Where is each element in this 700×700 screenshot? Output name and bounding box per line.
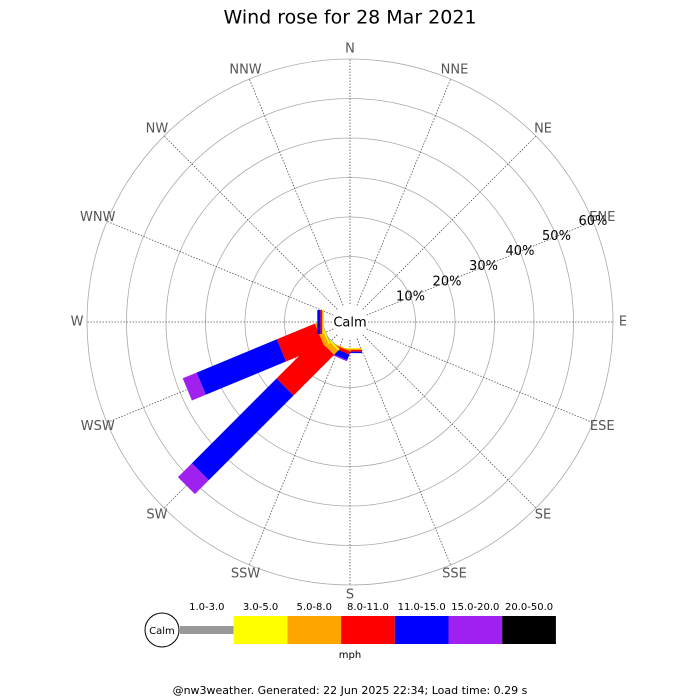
bar-segment <box>196 339 286 395</box>
legend-label: 11.0-15.0 <box>398 602 446 613</box>
radial-tick-label: 10% <box>396 289 425 304</box>
bar-segment <box>177 463 209 495</box>
direction-label: NNE <box>441 62 469 77</box>
spoke <box>106 220 351 323</box>
direction-label: NE <box>534 121 552 136</box>
unit-label: mph <box>339 650 361 661</box>
spoke <box>349 321 537 509</box>
bar-segment <box>276 338 334 396</box>
legend-label: 1.0-3.0 <box>189 602 224 613</box>
bar-segment <box>317 310 321 334</box>
bar-segment <box>276 323 324 362</box>
radial-tick-label: 60% <box>579 214 608 229</box>
direction-label: SW <box>146 508 167 523</box>
legend-label: 15.0-20.0 <box>451 602 499 613</box>
legend-swatch <box>287 616 342 644</box>
direction-label: ENE <box>589 210 615 225</box>
calm-label: Calm <box>333 316 366 331</box>
spoke <box>248 78 351 323</box>
radial-tick-label: 20% <box>433 274 462 289</box>
direction-label: ESE <box>590 419 615 434</box>
legend-swatch <box>180 626 234 634</box>
grid-ring <box>284 256 416 388</box>
direction-label: SSE <box>442 567 467 582</box>
bar-segment <box>323 310 324 334</box>
spoke <box>349 321 594 424</box>
radial-tick-label: 50% <box>542 229 571 244</box>
spoke <box>349 321 452 566</box>
bar-segment <box>322 310 324 334</box>
direction-label: WNW <box>80 210 116 225</box>
spoke <box>106 321 351 424</box>
legend-swatch <box>448 616 503 644</box>
direction-label: S <box>346 588 354 603</box>
legend-swatch <box>394 616 449 644</box>
direction-label: SSW <box>231 567 261 582</box>
legend-label: 3.0-5.0 <box>243 602 278 613</box>
radial-tick-label: 30% <box>469 259 498 274</box>
bar-segment <box>182 372 206 401</box>
spoke <box>163 135 351 323</box>
spoke <box>349 135 537 323</box>
chart-title: Wind rose for 28 Mar 2021 <box>223 7 476 29</box>
legend-swatch <box>502 616 556 644</box>
direction-label: WSW <box>81 419 115 434</box>
legend-label: 8.0-11.0 <box>347 602 389 613</box>
direction-label: NNW <box>229 62 261 77</box>
bar-segment <box>191 378 294 481</box>
legend-calm-label: Calm <box>149 626 175 637</box>
legend-label: 5.0-8.0 <box>297 602 332 613</box>
bar-segment <box>320 310 322 334</box>
direction-label: N <box>345 42 355 57</box>
direction-label: NW <box>146 121 169 136</box>
direction-label: W <box>71 315 84 330</box>
direction-label: E <box>619 315 627 330</box>
direction-label: SE <box>535 508 551 523</box>
legend-label: 20.0-50.0 <box>505 602 553 613</box>
calm-circle <box>332 304 368 340</box>
legend-calm-circle <box>144 612 180 648</box>
spoke <box>349 78 452 323</box>
legend-swatch <box>341 616 395 644</box>
spoke <box>349 220 594 323</box>
grid-ring <box>86 58 614 586</box>
radial-tick-label: 40% <box>506 244 535 259</box>
spoke <box>248 321 351 566</box>
footer: @nw3weather. Generated: 22 Jun 2025 22:3… <box>173 684 528 697</box>
legend-swatch <box>233 616 288 644</box>
